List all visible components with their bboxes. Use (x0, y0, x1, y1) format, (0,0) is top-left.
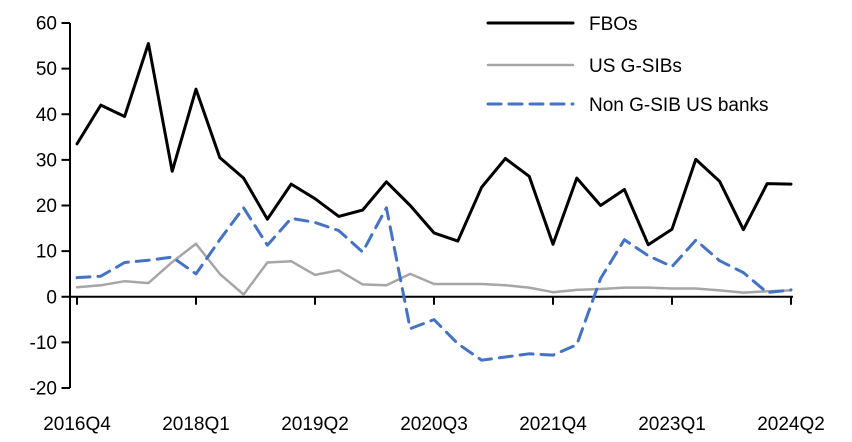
series-line-fbos (75, 42, 793, 247)
y-tick-label: 20 (36, 196, 57, 217)
x-tick-label: 2024Q2 (757, 414, 825, 435)
series-line-us-g-sibs (75, 242, 793, 296)
x-tick-label: 2021Q4 (519, 414, 587, 435)
y-tick-label: 50 (36, 59, 57, 80)
x-tick-label: 2019Q2 (281, 414, 349, 435)
x-tick-label: 2023Q1 (638, 414, 706, 435)
y-tick-label: 40 (36, 105, 57, 126)
series-line-non-g-sib-us-banks (75, 206, 793, 362)
x-tick-label: 2018Q1 (162, 414, 230, 435)
y-tick-label: 60 (36, 14, 57, 35)
y-tick-label: 0 (46, 287, 57, 308)
x-tick-label: 2016Q4 (43, 414, 111, 435)
y-tick-label: -10 (30, 333, 57, 354)
y-tick-label: -20 (30, 379, 57, 400)
legend-label: US G-SIBs (589, 56, 682, 77)
legend-label: FBOs (589, 14, 638, 35)
y-tick-label: 30 (36, 150, 57, 171)
x-tick-label: 2020Q3 (400, 414, 468, 435)
y-tick-label: 10 (36, 242, 57, 263)
legend-label: Non G-SIB US banks (589, 95, 769, 116)
